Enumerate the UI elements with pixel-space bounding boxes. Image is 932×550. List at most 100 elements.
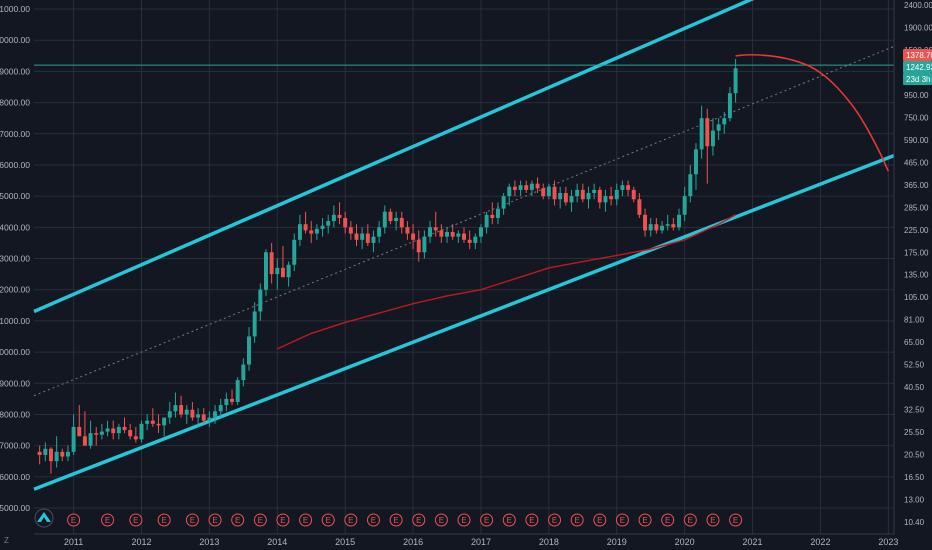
- earnings-event-marker[interactable]: E: [502, 513, 516, 527]
- candle: [269, 242, 274, 284]
- earnings-event-marker[interactable]: E: [185, 513, 199, 527]
- earnings-event-label: E: [258, 516, 263, 525]
- candle: [529, 180, 534, 197]
- earnings-event-marker[interactable]: E: [157, 513, 171, 527]
- candle: [122, 417, 127, 434]
- candle-body: [37, 451, 42, 455]
- candle: [411, 224, 416, 250]
- candle-body: [512, 186, 517, 190]
- candle: [671, 217, 676, 231]
- candle: [592, 183, 597, 200]
- earnings-event-marker[interactable]: E: [548, 513, 562, 527]
- earnings-event-circle: [729, 513, 743, 527]
- price-badge: 1378.70: [903, 49, 932, 61]
- candlestick-series: [37, 58, 738, 474]
- earnings-event-circle: [548, 513, 562, 527]
- right-axis-tick-label: 175.00: [904, 248, 929, 257]
- earnings-event-marker[interactable]: E: [231, 513, 245, 527]
- candle-body: [450, 231, 455, 237]
- earnings-event-marker[interactable]: E: [208, 513, 222, 527]
- earnings-event-marker[interactable]: E: [129, 513, 143, 527]
- candle: [207, 411, 212, 427]
- candle-body: [541, 188, 546, 197]
- time-axis-label: 2022: [810, 537, 830, 547]
- earnings-event-circle: [683, 513, 697, 527]
- candle-body: [677, 214, 681, 228]
- earnings-event-marker[interactable]: E: [593, 513, 607, 527]
- candle: [365, 224, 370, 247]
- candle: [569, 189, 574, 212]
- candle: [145, 414, 150, 431]
- earnings-event-marker[interactable]: E: [434, 513, 448, 527]
- candle: [643, 208, 648, 237]
- earnings-event-label: E: [161, 516, 166, 525]
- right-axis-tick-label: 135.00: [904, 271, 929, 280]
- candle: [478, 224, 483, 243]
- candle-body: [105, 428, 110, 432]
- earnings-event-marker[interactable]: E: [366, 513, 380, 527]
- earnings-event-marker[interactable]: E: [615, 513, 629, 527]
- candle-body: [207, 417, 212, 421]
- candle-body: [710, 130, 715, 147]
- earnings-event-marker[interactable]: E: [683, 513, 697, 527]
- candle-body: [65, 451, 70, 457]
- earnings-event-marker[interactable]: E: [525, 513, 539, 527]
- candle: [320, 217, 325, 237]
- candle-body: [575, 189, 580, 197]
- earnings-event-marker[interactable]: E: [276, 513, 290, 527]
- candle: [337, 202, 342, 225]
- earnings-event-label: E: [665, 516, 670, 525]
- left-axis-tick-label: 23000.00: [0, 254, 30, 264]
- right-axis-tick-label: 225.00: [904, 226, 929, 235]
- earnings-event-circle: [321, 513, 335, 527]
- candle: [490, 202, 495, 225]
- candle-body: [99, 431, 104, 435]
- earnings-event-marker[interactable]: E: [412, 513, 426, 527]
- candle: [133, 426, 138, 443]
- earnings-event-marker[interactable]: E: [480, 513, 494, 527]
- time-axis-label: 2019: [607, 537, 627, 547]
- time-axis[interactable]: 2011 2012 2013 2014 2015 2016 2017 2018 2019 2020…: [0, 533, 932, 550]
- candle: [241, 358, 246, 387]
- earnings-event-marker[interactable]: E: [638, 513, 652, 527]
- candle-body: [77, 426, 82, 437]
- candle: [213, 405, 218, 424]
- time-axis-label: 2011: [64, 537, 83, 547]
- earnings-event-marker[interactable]: E: [706, 513, 720, 527]
- earnings-event-marker[interactable]: E: [253, 513, 267, 527]
- earnings-event-marker[interactable]: E: [299, 513, 313, 527]
- earnings-event-marker[interactable]: E: [389, 513, 403, 527]
- candle: [677, 208, 681, 231]
- candle: [377, 221, 382, 243]
- earnings-event-marker[interactable]: E: [321, 513, 335, 527]
- right-axis-tick-label: 20.50: [904, 451, 925, 460]
- earnings-event-marker[interactable]: E: [67, 513, 81, 527]
- earnings-event-marker[interactable]: E: [570, 513, 584, 527]
- earnings-event-marker[interactable]: E: [344, 513, 358, 527]
- left-axis-tick-label: 29000.00: [0, 66, 30, 76]
- earnings-event-marker[interactable]: E: [101, 513, 115, 527]
- earnings-event-circle: [344, 513, 358, 527]
- earnings-event-circle: [457, 513, 471, 527]
- right-price-axis[interactable]: 2400.001900.001500.001200.00950.00750.00…: [893, 0, 932, 534]
- earnings-event-marker[interactable]: E: [661, 513, 675, 527]
- zoom-reset-icon[interactable]: Z: [4, 536, 9, 545]
- earnings-event-marker[interactable]: E: [729, 513, 743, 527]
- price-badge-text: 1378.70: [906, 51, 932, 60]
- regression-channel: [33, 0, 895, 491]
- candle: [705, 108, 710, 184]
- candle-body: [354, 233, 359, 240]
- time-axis-label: 2018: [539, 537, 559, 547]
- candle: [727, 86, 732, 122]
- candle-body: [116, 426, 121, 434]
- earnings-event-circle: [412, 513, 426, 527]
- candle-body: [150, 420, 155, 424]
- earnings-event-label: E: [733, 516, 738, 525]
- earnings-event-marker[interactable]: E: [457, 513, 471, 527]
- candle-body: [184, 409, 189, 415]
- candle-body: [43, 448, 48, 455]
- earnings-event-label: E: [212, 516, 217, 525]
- candle-body: [456, 233, 461, 237]
